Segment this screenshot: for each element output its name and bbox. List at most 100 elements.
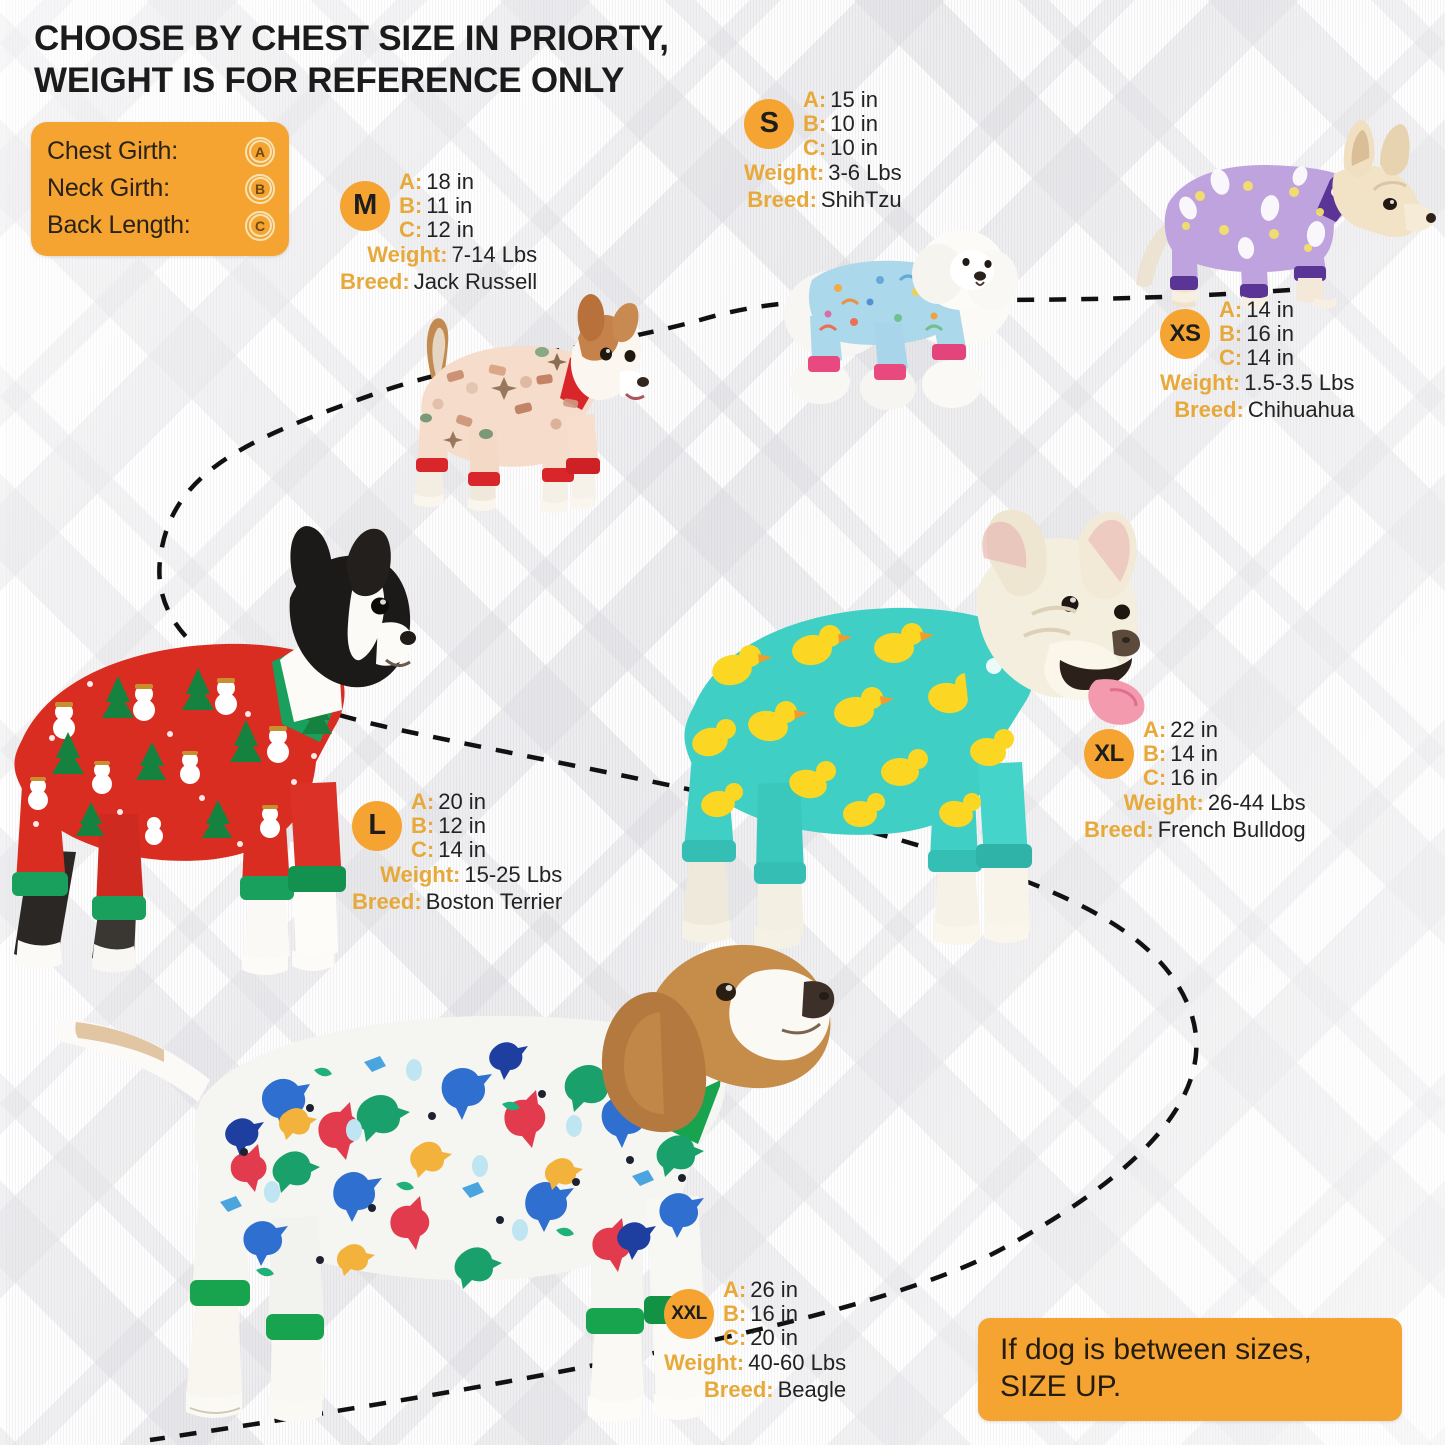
- key-breed: Breed:: [340, 269, 410, 295]
- size-details-m: Weight: 7-14 Lbs Breed: Jack Russell: [340, 242, 537, 296]
- key-a: A:: [399, 169, 423, 194]
- value-a: 22 in: [1170, 717, 1218, 742]
- size-measurements-xxl: A: 26 in B: 16 in C: 20 in: [723, 1278, 798, 1349]
- key-b: B:: [803, 110, 827, 136]
- key-weight: Weight:: [664, 1350, 745, 1376]
- key-weight: Weight:: [744, 160, 825, 186]
- key-a: A:: [411, 789, 435, 814]
- value-c: 10 in: [830, 134, 878, 160]
- key-weight: Weight:: [1123, 790, 1204, 816]
- value-b: 16 in: [1246, 320, 1294, 346]
- size-block-xxl: XXL A: 26 in B: 16 in C: 20 in Weight: 40-60…: [664, 1278, 846, 1404]
- size-badge-xs: XS: [1160, 308, 1210, 359]
- value-c: 14 in: [438, 836, 486, 862]
- size-measurements-m: A: 18 in B: 11 in C: 12 in: [399, 170, 474, 241]
- value-weight: 7-14 Lbs: [451, 242, 538, 268]
- key-breed: Breed:: [747, 187, 817, 213]
- key-b: B:: [1143, 740, 1167, 766]
- size-measurements-l: A: 20 in B: 12 in C: 14 in: [411, 790, 486, 861]
- value-breed: Beagle: [777, 1377, 847, 1403]
- page-title: CHOOSE BY CHEST SIZE IN PRIORTY, WEIGHT …: [34, 19, 669, 100]
- size-block-s: S A: 15 in B: 10 in C: 10 in Weight: 3-6 Lbs…: [744, 88, 902, 214]
- dog-chihuahua: [1128, 108, 1438, 328]
- key-c: C:: [1143, 764, 1167, 790]
- key-c: C:: [1219, 344, 1243, 370]
- mark-c-icon: C: [245, 210, 275, 241]
- value-breed: Jack Russell: [413, 269, 538, 295]
- key-b: B:: [399, 192, 423, 218]
- size-details-xl: Weight: 26-44 Lbs Breed: French Bulldog: [1084, 790, 1306, 844]
- legend-label-chest: Chest Girth:: [47, 137, 178, 165]
- size-badge-l: L: [352, 800, 402, 851]
- size-badge-xxl: XXL: [664, 1288, 714, 1339]
- value-weight: 1.5-3.5 Lbs: [1244, 370, 1355, 396]
- legend-label-neck: Neck Girth:: [47, 174, 170, 202]
- key-a: A:: [723, 1277, 747, 1302]
- size-block-xl: XL A: 22 in B: 14 in C: 16 in Weight: 26-44 …: [1084, 718, 1306, 844]
- size-block-m: M A: 18 in B: 11 in C: 12 in Weight: 7-14 Lb…: [340, 170, 537, 296]
- measurement-legend: Chest Girth: A Neck Girth: B Back Length…: [31, 122, 289, 256]
- value-c: 16 in: [1170, 764, 1218, 790]
- key-c: C:: [411, 836, 435, 862]
- key-breed: Breed:: [1084, 817, 1154, 843]
- value-a: 14 in: [1246, 297, 1294, 322]
- value-c: 20 in: [750, 1324, 798, 1350]
- key-breed: Breed:: [703, 1377, 774, 1403]
- value-weight: 3-6 Lbs: [828, 160, 902, 186]
- key-a: A:: [1143, 717, 1167, 742]
- key-a: A:: [1219, 297, 1243, 322]
- dog-french-bulldog: [648, 509, 1158, 964]
- size-details-xs: Weight: 1.5-3.5 Lbs Breed: Chihuahua: [1160, 370, 1354, 424]
- value-a: 26 in: [750, 1277, 798, 1302]
- value-breed: Chihuahua: [1247, 397, 1355, 423]
- size-block-l: L A: 20 in B: 12 in C: 14 in Weight: 15-25 L…: [352, 790, 562, 916]
- size-block-xs: XS A: 14 in B: 16 in C: 14 in Weight: 1.5-3.…: [1160, 298, 1354, 424]
- size-details-l: Weight: 15-25 Lbs Breed: Boston Terrier: [352, 862, 562, 916]
- size-badge-xl: XL: [1084, 728, 1134, 779]
- value-b: 10 in: [830, 110, 878, 136]
- size-measurements-s: A: 15 in B: 10 in C: 10 in: [803, 88, 878, 159]
- key-b: B:: [411, 812, 435, 838]
- size-details-xxl: Weight: 40-60 Lbs Breed: Beagle: [664, 1350, 846, 1404]
- size-up-note: If dog is between sizes, SIZE UP.: [978, 1318, 1402, 1422]
- dog-shih-tzu: [776, 218, 1018, 418]
- key-c: C:: [803, 134, 827, 160]
- mark-b-icon: B: [245, 173, 275, 204]
- legend-row-chest: Chest Girth: A: [47, 133, 275, 170]
- value-breed: French Bulldog: [1157, 817, 1306, 843]
- value-a: 15 in: [830, 87, 878, 112]
- key-b: B:: [723, 1300, 747, 1326]
- value-breed: Boston Terrier: [425, 889, 563, 915]
- key-c: C:: [399, 216, 423, 242]
- key-c: C:: [723, 1324, 747, 1350]
- mark-a-icon: A: [245, 136, 275, 167]
- size-details-s: Weight: 3-6 Lbs Breed: ShihTzu: [744, 160, 902, 214]
- value-b: 14 in: [1170, 740, 1218, 766]
- size-badge-m: M: [340, 180, 390, 231]
- size-measurements-xl: A: 22 in B: 14 in C: 16 in: [1143, 718, 1218, 789]
- value-a: 20 in: [438, 789, 486, 814]
- size-measurements-xs: A: 14 in B: 16 in C: 14 in: [1219, 298, 1294, 369]
- legend-label-back: Back Length:: [47, 211, 191, 239]
- value-b: 16 in: [750, 1300, 798, 1326]
- dog-jack-russell: [368, 288, 649, 528]
- key-weight: Weight:: [367, 242, 448, 268]
- value-a: 18 in: [426, 169, 474, 194]
- value-weight: 15-25 Lbs: [464, 862, 563, 888]
- value-weight: 26-44 Lbs: [1207, 790, 1306, 816]
- legend-row-neck: Neck Girth: B: [47, 170, 275, 207]
- value-weight: 40-60 Lbs: [748, 1350, 847, 1376]
- size-badge-s: S: [744, 98, 794, 149]
- value-b: 11 in: [426, 192, 473, 218]
- legend-row-back: Back Length: C: [47, 207, 275, 244]
- key-b: B:: [1219, 320, 1243, 346]
- key-weight: Weight:: [380, 862, 461, 888]
- key-weight: Weight:: [1160, 370, 1241, 396]
- value-c: 14 in: [1246, 344, 1294, 370]
- value-breed: ShihTzu: [820, 187, 902, 213]
- key-breed: Breed:: [1174, 397, 1244, 423]
- value-c: 12 in: [426, 216, 474, 242]
- key-a: A:: [803, 87, 827, 112]
- value-b: 12 in: [438, 812, 486, 838]
